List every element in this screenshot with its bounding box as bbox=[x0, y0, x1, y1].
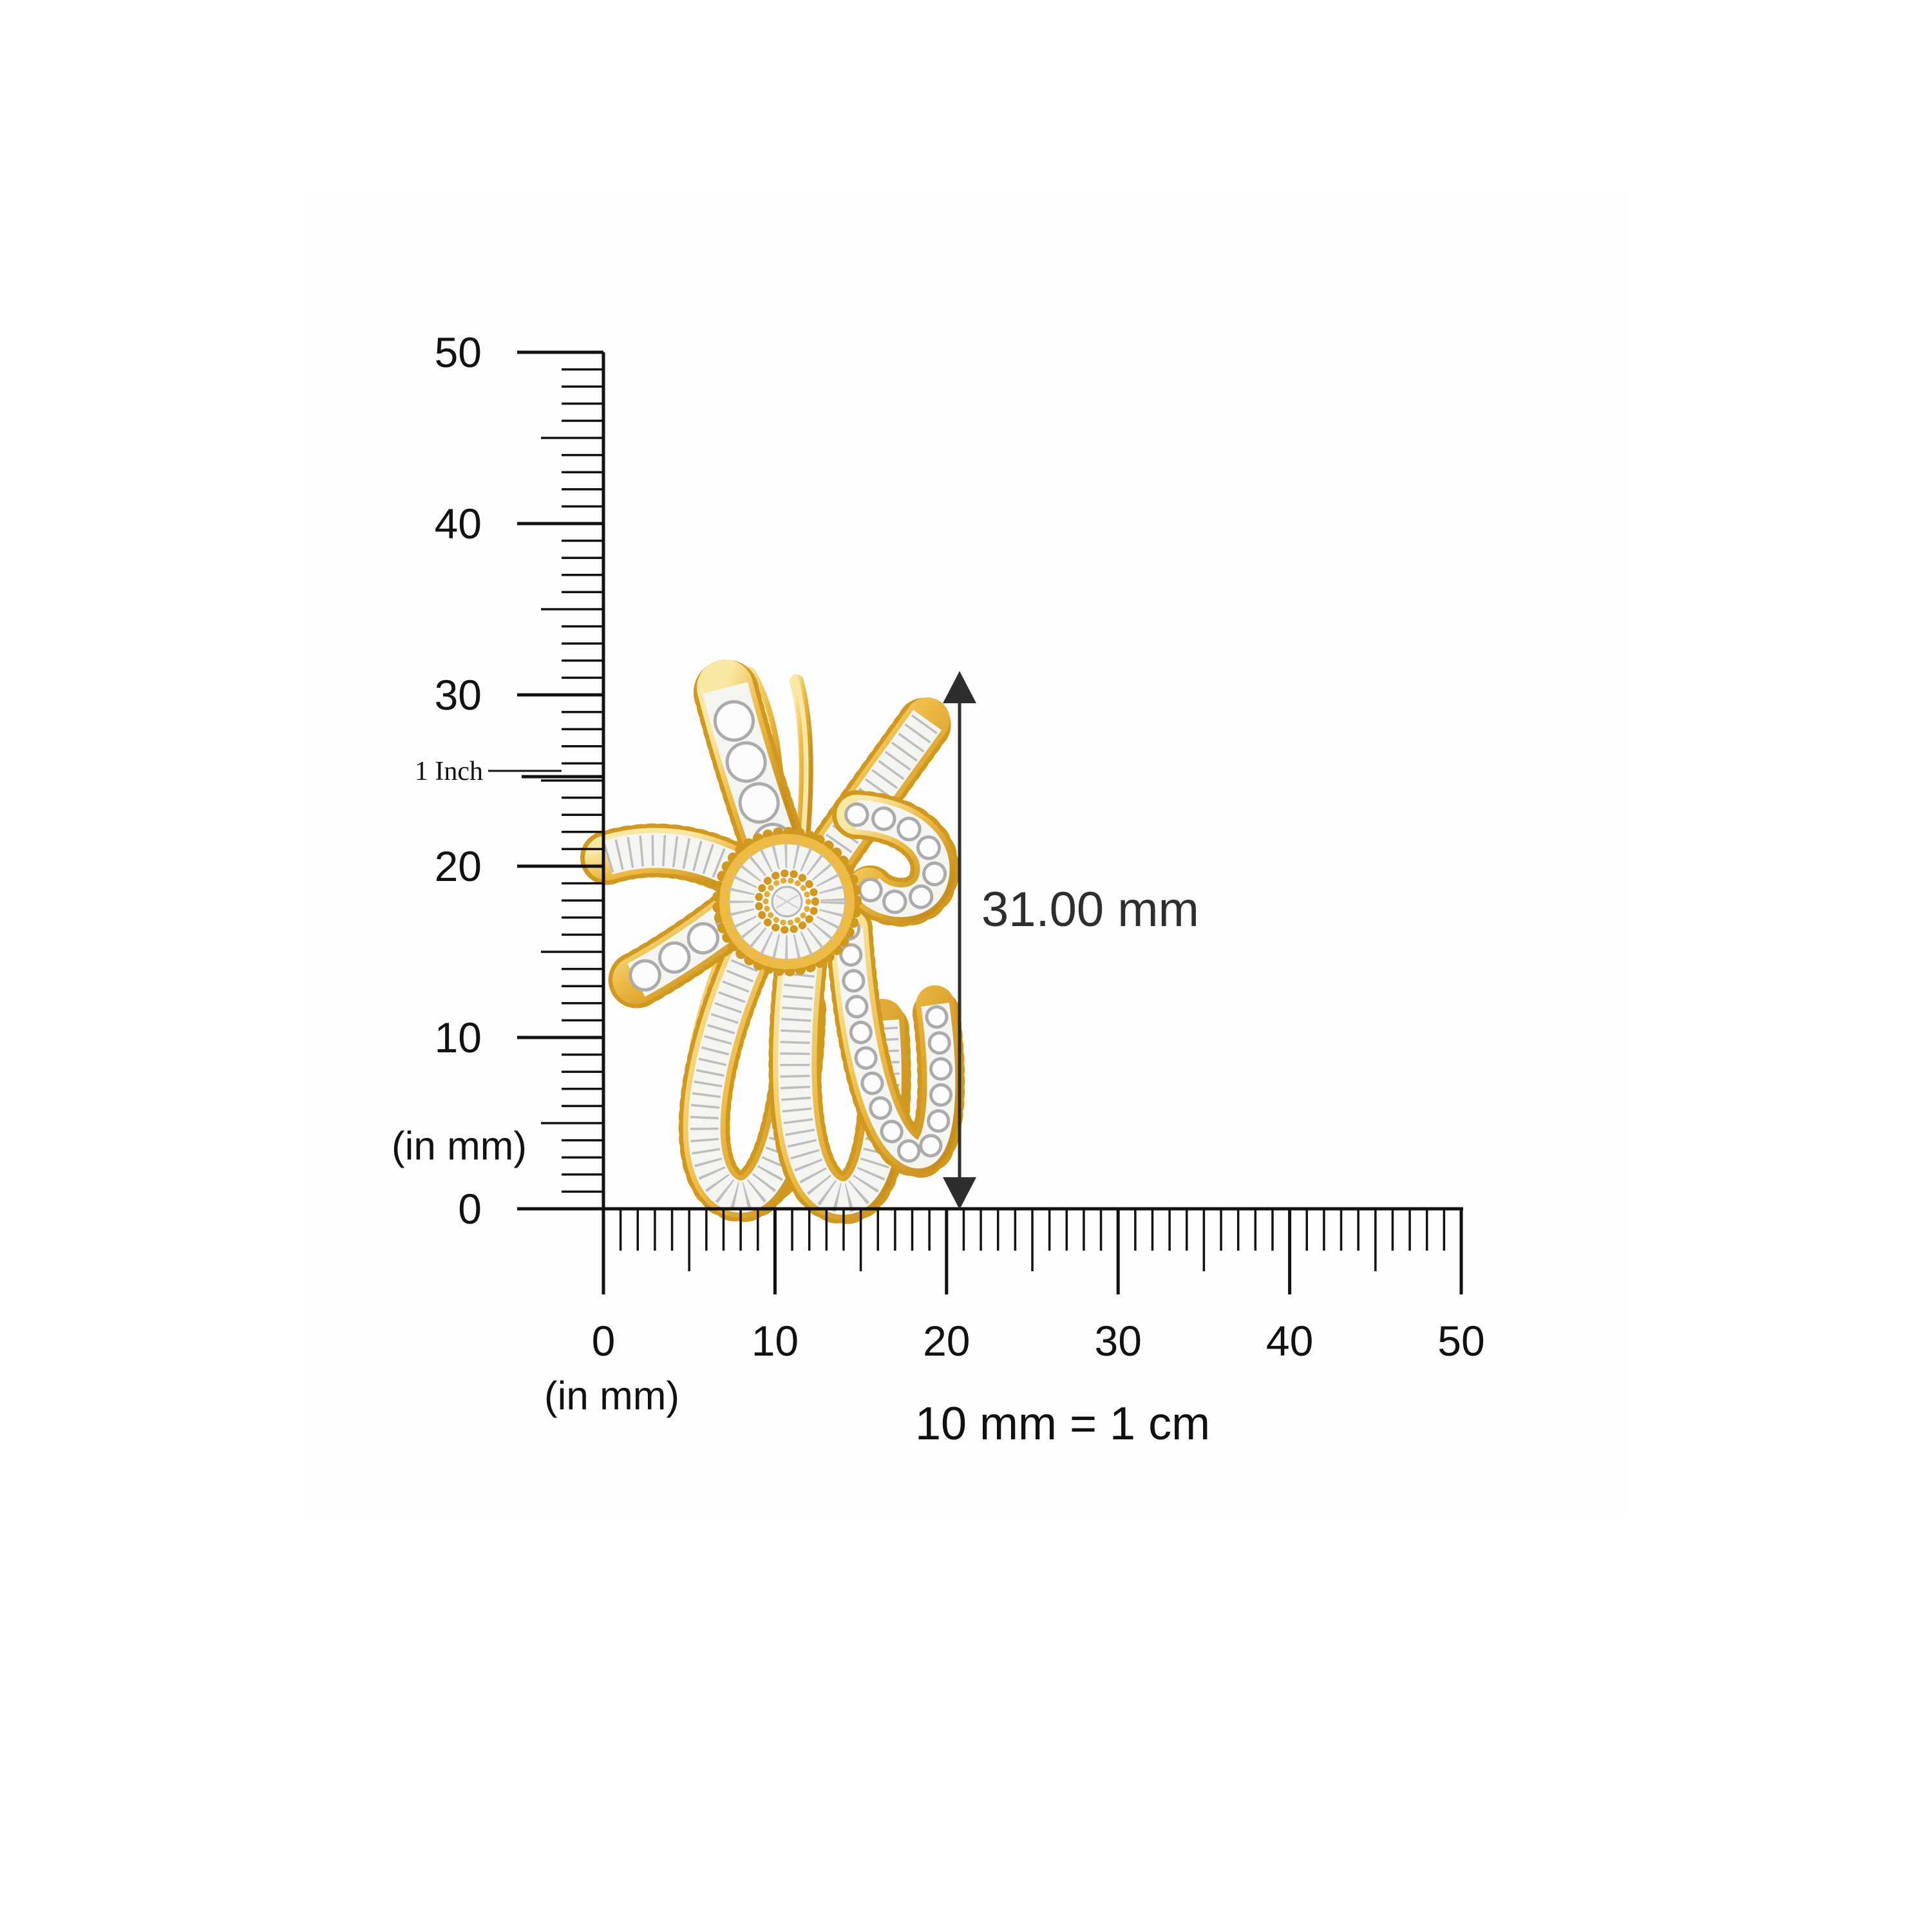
jewelry-medallion bbox=[712, 827, 862, 976]
ribbon-layer bbox=[813, 711, 940, 872]
center-diamond-facets bbox=[775, 894, 799, 909]
horizontal-ruler-number: 50 bbox=[1437, 1317, 1484, 1365]
horizontal-ruler-number: 0 bbox=[592, 1317, 616, 1365]
vertical-ruler-labels: 50 40 30 20 10 0 bbox=[435, 328, 482, 1233]
vertical-ruler-number: 40 bbox=[435, 500, 482, 547]
horizontal-ruler-number: 40 bbox=[1266, 1317, 1313, 1365]
horizontal-ruler: 0 10 20 30 40 50 (in mm) bbox=[517, 1207, 1485, 1419]
vertical-ruler-number: 20 bbox=[435, 842, 482, 890]
one-inch-label: 1 Inch bbox=[415, 757, 483, 786]
ribbon-layer bbox=[848, 806, 944, 911]
vertical-ruler-ticks bbox=[517, 350, 603, 1211]
diamond-bow-pendant-icon bbox=[580, 655, 965, 1224]
horizontal-ruler-unit-label: (in mm) bbox=[544, 1374, 679, 1419]
vertical-ruler-unit-label: (in mm) bbox=[392, 1124, 527, 1169]
medallion-bead-ring bbox=[712, 827, 862, 976]
vertical-ruler-number: 10 bbox=[435, 1014, 482, 1061]
arrow-down-icon bbox=[943, 1177, 976, 1209]
horizontal-ruler-ticks bbox=[601, 1209, 1463, 1294]
one-inch-marker: 1 Inch bbox=[415, 757, 603, 786]
photo-area bbox=[308, 193, 1628, 1515]
ribbon-layer bbox=[794, 679, 809, 853]
bow-ribbons bbox=[580, 655, 965, 1224]
vertical-ruler-number: 50 bbox=[435, 328, 482, 376]
ribbon-layer bbox=[708, 670, 790, 861]
vertical-ruler: 50 40 30 20 10 0 1 Inch (in mm) bbox=[392, 328, 605, 1294]
horizontal-ruler-number: 30 bbox=[1094, 1317, 1141, 1365]
horizontal-ruler-number: 20 bbox=[923, 1317, 970, 1365]
dimension-label: 31.00 mm bbox=[981, 882, 1199, 937]
ribbon-layer bbox=[623, 905, 744, 993]
medallion-baguette-ring bbox=[728, 842, 846, 961]
horizontal-ruler-number: 10 bbox=[752, 1317, 799, 1365]
arrow-up-icon bbox=[943, 671, 976, 703]
medallion-gold-dot-ring bbox=[762, 877, 811, 926]
ribbon-layer bbox=[840, 920, 950, 1163]
ribbon-layer bbox=[602, 835, 759, 893]
dimension-annotation: 31.00 mm bbox=[943, 671, 1199, 1209]
scale-note: 10 mm = 1 cm bbox=[915, 1398, 1210, 1450]
horizontal-ruler-labels: 0 10 20 30 40 50 bbox=[592, 1317, 1485, 1365]
vertical-ruler-number: 0 bbox=[458, 1185, 482, 1233]
vertical-ruler-number: 30 bbox=[435, 671, 482, 719]
